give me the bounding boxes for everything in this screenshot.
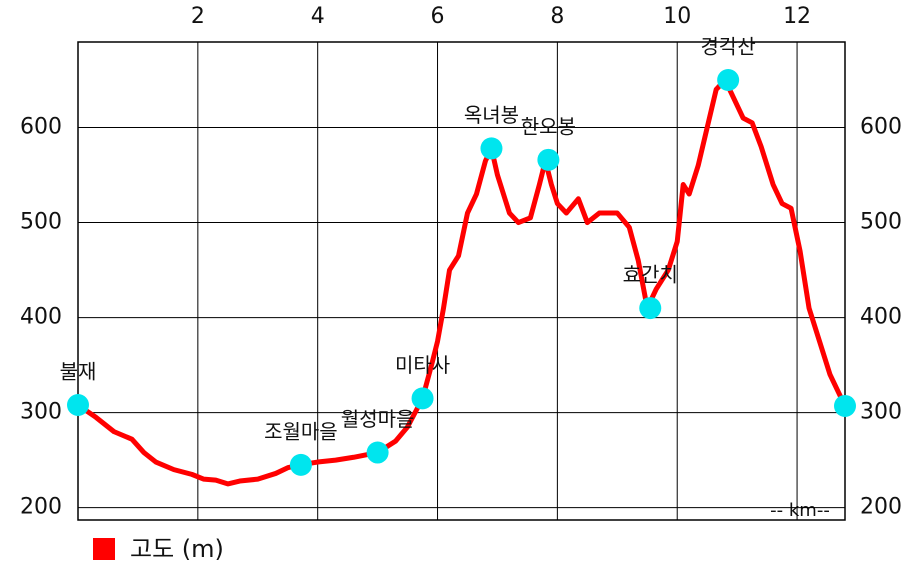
waypoint-label: 한오봉 <box>521 114 576 138</box>
x-tick-label: 10 <box>663 4 691 29</box>
y-tick-label-right: 400 <box>860 305 902 330</box>
waypoint <box>639 297 662 320</box>
waypoint <box>67 394 89 417</box>
waypoint-label: 미타사 <box>395 353 450 377</box>
waypoint <box>717 69 740 92</box>
waypoint <box>480 137 503 160</box>
waypoint <box>366 441 389 464</box>
x-tick-label: 8 <box>550 4 564 29</box>
waypoint-label: 옥녀봉 <box>464 103 519 127</box>
waypoint-label: 불재 <box>60 360 97 384</box>
waypoint <box>411 387 434 410</box>
waypoint-label: 월성마을 <box>341 407 415 431</box>
y-tick-label-right: 500 <box>860 210 902 235</box>
y-tick-label: 200 <box>20 495 62 520</box>
waypoint-label: 조월마을 <box>264 419 338 443</box>
elevation-line <box>76 77 848 487</box>
x-tick-label: 4 <box>311 4 325 29</box>
y-tick-label-right: 300 <box>860 400 902 425</box>
y-tick-label: 600 <box>20 115 62 140</box>
y-tick-label-right: 200 <box>860 495 902 520</box>
y-tick-label: 500 <box>20 210 62 235</box>
x-tick-label: 12 <box>783 4 811 29</box>
waypoint <box>834 394 856 417</box>
x-tick-label: 2 <box>191 4 205 29</box>
legend-swatch <box>93 538 115 560</box>
y-tick-label: 400 <box>20 305 62 330</box>
waypoint-label: 효간치 <box>623 263 678 287</box>
x-axis-label: -- km-- <box>770 500 830 521</box>
legend-label: 고도 (m) <box>130 535 224 563</box>
waypoint <box>537 148 560 171</box>
plot-frame <box>77 41 846 521</box>
waypoint-label: 경각산 <box>701 35 756 59</box>
y-tick-label-right: 600 <box>860 115 902 140</box>
y-tick-label: 300 <box>20 400 62 425</box>
x-tick-label: 6 <box>431 4 445 29</box>
waypoint <box>289 453 312 476</box>
